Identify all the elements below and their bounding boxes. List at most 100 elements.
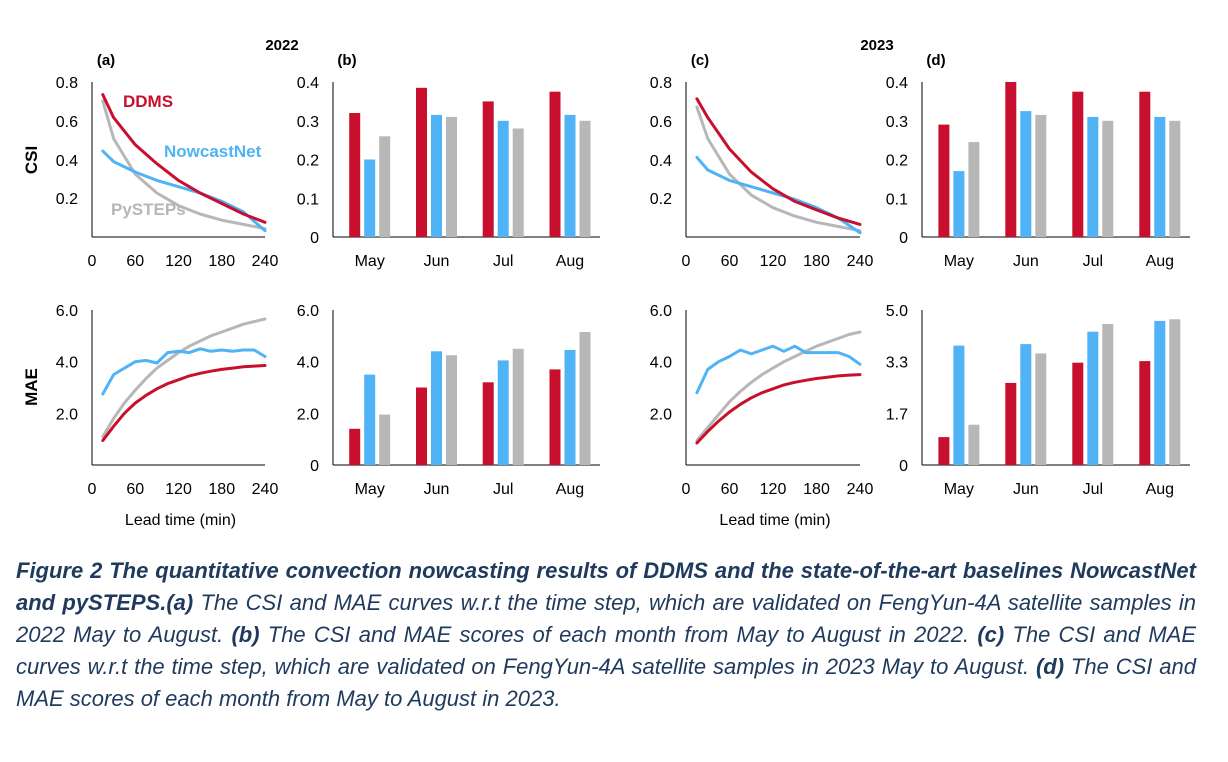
bar-pysteps (379, 414, 391, 465)
y-tick-label: 2.0 (297, 406, 319, 423)
x-tick-label: May (944, 481, 974, 498)
x-tick-label: 240 (252, 253, 279, 270)
y-tick-label: 4.0 (650, 355, 672, 372)
bar-ddms (482, 382, 494, 465)
series-line-ddms (101, 364, 267, 442)
series-line-nowcastnet (101, 347, 267, 396)
bar-pysteps (1169, 319, 1181, 465)
bar-pysteps (968, 424, 980, 465)
panel-label: (d) (926, 52, 945, 69)
x-tick-label: 120 (760, 481, 787, 498)
row-label-mae: MAE (22, 368, 41, 406)
bar-ddms (416, 87, 427, 237)
y-tick-label: 0.2 (650, 191, 672, 208)
panel-label: (c) (691, 52, 709, 69)
legend-label-ddms: DDMS (123, 92, 173, 111)
caption-a-text: The CSI and MAE curves w.r.t the time st… (16, 590, 1196, 647)
y-tick-label: 6.0 (297, 303, 319, 320)
y-tick-label: 0.2 (886, 153, 908, 170)
bar-nowcastnet (497, 360, 509, 465)
bar-pysteps (379, 136, 391, 238)
bar-nowcastnet (364, 159, 376, 237)
x-tick-label: 240 (252, 481, 279, 498)
bar-ddms (549, 369, 561, 465)
y-tick-label: 0.4 (297, 75, 319, 92)
bar-pysteps (512, 128, 524, 237)
caption-c-label: (c) (977, 622, 1005, 647)
y-tick-label: 0.6 (650, 114, 672, 131)
x-tick-label: 0 (88, 481, 97, 498)
x-tick-label: 120 (165, 481, 192, 498)
y-tick-label: 0.2 (297, 153, 319, 170)
bar-ddms (1139, 361, 1151, 465)
x-tick-label: Jun (424, 481, 450, 498)
bar-ddms (1005, 382, 1017, 465)
bar-pysteps (1102, 120, 1114, 237)
bar-nowcastnet (564, 350, 576, 465)
y-tick-label: 5.0 (886, 303, 908, 320)
x-tick-label: Aug (1146, 253, 1174, 270)
x-tick-label: 240 (847, 481, 874, 498)
y-tick-label: 4.0 (56, 355, 78, 372)
y-tick-label: 0.6 (56, 114, 78, 131)
caption-c-text: The CSI and MAE curves w.r.t the time st… (16, 622, 1196, 679)
x-tick-label: Jul (1083, 253, 1103, 270)
x-tick-label: Jul (1083, 481, 1103, 498)
caption-d-label: (d) (1035, 654, 1065, 679)
bar-nowcastnet (364, 374, 376, 465)
y-tick-label: 0 (310, 230, 319, 247)
bar-nowcastnet (497, 120, 509, 237)
x-tick-label: May (355, 253, 385, 270)
y-tick-label: 0.8 (56, 75, 78, 92)
caption-a-label: (a) (166, 590, 194, 615)
x-tick-label: 60 (126, 481, 144, 498)
bar-nowcastnet (431, 351, 442, 465)
bar-pysteps (1102, 324, 1114, 465)
bar-nowcastnet (953, 171, 965, 237)
x-tick-label: May (355, 481, 385, 498)
bar-ddms (1072, 362, 1084, 465)
bar-ddms (349, 113, 361, 237)
bar-ddms (938, 437, 950, 465)
bar-nowcastnet (1020, 111, 1032, 237)
series-line-nowcastnet (695, 344, 862, 395)
bar-ddms (1072, 91, 1084, 237)
row-label-csi: CSI (22, 146, 41, 174)
bar-nowcastnet (1087, 116, 1099, 237)
y-tick-label: 0.4 (56, 153, 78, 170)
bar-nowcastnet (564, 114, 576, 237)
series-line-pysteps (695, 330, 862, 442)
bar-ddms (482, 101, 494, 238)
bar-pysteps (446, 116, 457, 237)
x-tick-label: 60 (721, 253, 739, 270)
bar-pysteps (1035, 114, 1047, 237)
y-tick-label: 0.3 (886, 114, 908, 131)
series-line-ddms (695, 373, 862, 445)
bar-ddms (349, 428, 361, 465)
x-tick-label: 60 (126, 253, 144, 270)
y-tick-label: 0 (310, 458, 319, 475)
legend-label-pysteps: PySTEPs (111, 200, 186, 219)
x-axis-title: Lead time (min) (719, 512, 830, 529)
bar-nowcastnet (1087, 331, 1099, 465)
y-tick-label: 0.4 (650, 153, 672, 170)
x-tick-label: Jun (1013, 481, 1039, 498)
bar-pysteps (446, 355, 457, 465)
bar-ddms (938, 124, 950, 237)
series-line-pysteps (101, 317, 267, 439)
bar-nowcastnet (953, 345, 965, 465)
y-tick-label: 0.1 (886, 191, 908, 208)
y-tick-label: 0.3 (297, 114, 319, 131)
x-tick-label: 180 (208, 481, 235, 498)
x-tick-label: Jun (424, 253, 450, 270)
bar-ddms (1139, 91, 1151, 237)
bar-pysteps (968, 142, 980, 237)
x-tick-label: Aug (556, 253, 584, 270)
x-tick-label: 180 (208, 253, 235, 270)
x-tick-label: 0 (682, 253, 691, 270)
caption-figure-label: Figure 2 The quantitative convection now… (16, 558, 1196, 615)
series-line-pysteps (695, 105, 862, 233)
series-line-pysteps (101, 99, 267, 231)
y-tick-label: 0.1 (297, 191, 319, 208)
x-tick-label: May (944, 253, 974, 270)
